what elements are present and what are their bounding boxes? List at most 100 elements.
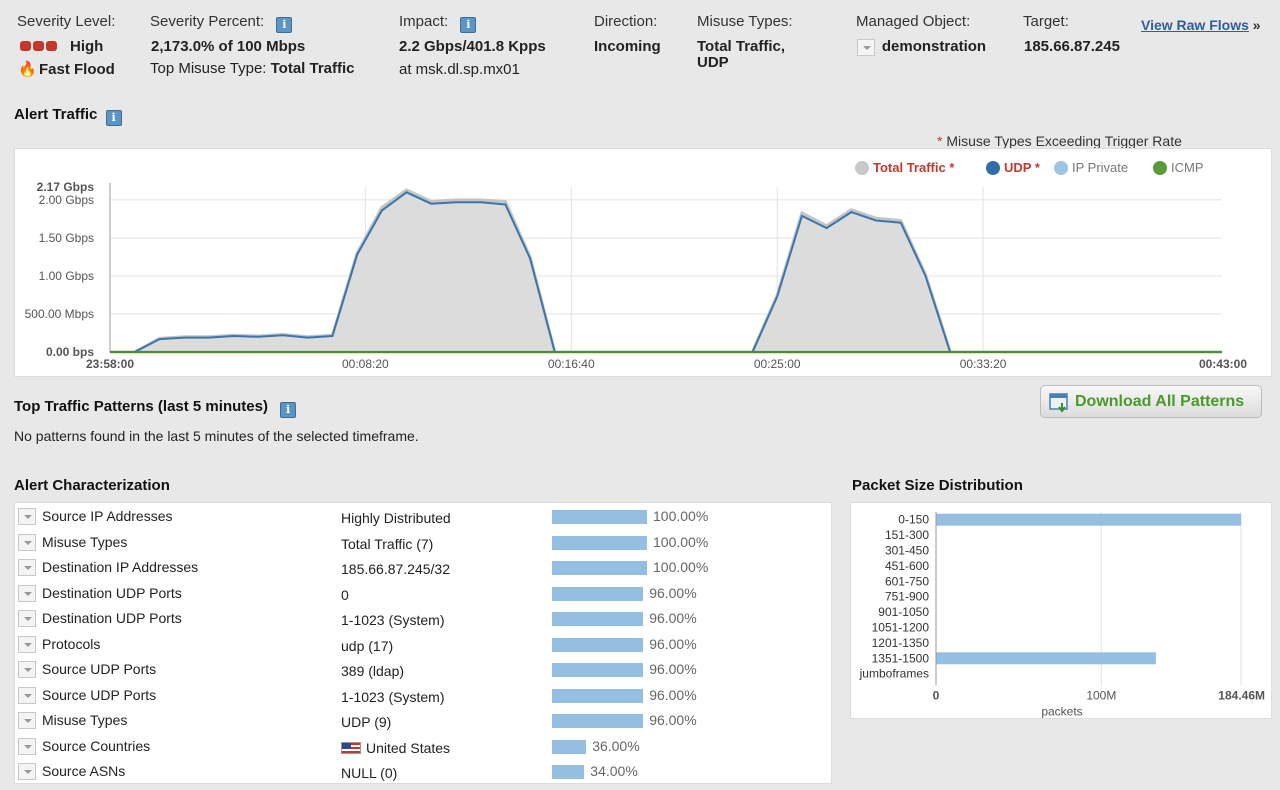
misuse-types-value-2: UDP [697,54,729,71]
view-raw-flows-link[interactable]: View Raw Flows » [1141,17,1261,33]
percent-bar [552,612,644,626]
table-row[interactable]: Source ASNs NULL (0) 34.00% [15,759,831,784]
table-row[interactable]: Destination IP Addresses 185.66.87.245/32… [15,555,831,580]
flood-type: Fast Flood [39,61,115,78]
severity-level-label: Severity Level: [17,13,116,30]
chevron-down-icon[interactable] [18,661,36,678]
severity-percent-value: 2,173.0% of 100 Mbps [151,38,306,55]
legend-dot-icon [1054,160,1068,175]
chevron-down-icon[interactable] [18,712,36,729]
x-tick-label: 00:08:20 [342,357,389,371]
percent-label: 96.00% [649,686,697,703]
percent-bar [552,688,644,703]
patterns-empty-message: No patterns found in the last 5 minutes … [14,428,419,444]
percent-label: 100.00% [653,559,709,575]
severity-value: High [70,38,104,55]
percent-label: 96.00% [649,661,697,677]
table-row[interactable]: Destination UDP Ports 0 96.00% [15,581,831,606]
legend-label: UDP * [1004,160,1040,175]
percent-label: 34.00% [590,763,638,779]
packet-size-bar [936,513,1241,526]
series-area-total-traffic [110,188,1222,354]
info-icon[interactable]: i [276,17,293,33]
info-icon[interactable]: i [460,17,477,33]
row-value: UDP (9) [341,714,392,730]
chevron-down-icon[interactable] [18,686,36,704]
direction-label: Direction: [594,13,658,30]
table-row[interactable]: Protocols udp (17) 96.00% [15,632,831,657]
traffic-chart-svg: 0.00 bps 500.00 Mbps 1.00 Gbps 1.50 Gbps 2.0… [25,180,1248,371]
row-name: Source Countries [42,737,151,754]
row-name: Source UDP Ports [42,686,157,703]
percent-label: 96.00% [649,610,697,626]
severity-percent-label: Severity Percent: i [150,13,293,33]
y-tick-label: 500.00 Mbps [25,307,94,321]
chevron-down-icon[interactable] [18,533,36,551]
chevron-down-icon[interactable] [18,635,36,653]
percent-bar [552,561,647,575]
legend-item[interactable]: ICMP [1153,160,1204,175]
chevron-down-icon[interactable] [18,559,36,576]
table-row[interactable]: Misuse Types UDP (9) 96.00% [15,708,831,733]
legend-dot-icon [1153,160,1167,175]
severity-indicator [20,38,59,54]
table-row[interactable]: Source UDP Ports 1-1023 (System) 96.00% [15,683,831,708]
table-row[interactable]: Source UDP Ports 389 (ldap) 96.00% [15,657,831,682]
chevron-down-icon[interactable] [18,610,36,627]
category-label: jumboframes [859,667,929,681]
alert-traffic-chart: Total Traffic * UDP * IP Private ICMP 0.00 … [14,148,1272,377]
chevron-down-icon[interactable] [18,584,36,602]
percent-bar [552,714,644,728]
table-row[interactable]: Source IP Addresses Highly Distributed 100… [15,504,831,529]
severity-dot-icon [46,41,57,51]
table-row[interactable]: Source Countries United States 36.00% [15,734,831,759]
table-row[interactable]: Misuse Types Total Traffic (7) 100.00% [15,530,831,555]
row-value: 0 [341,586,349,603]
row-value: 389 (ldap) [341,663,405,679]
chevron-down-icon[interactable] [18,763,36,780]
category-label: 0-150 [898,513,929,527]
info-icon[interactable]: i [280,402,297,418]
percent-label: 100.00% [653,508,709,524]
chevron-down-icon[interactable] [18,737,36,755]
chevron-down-icon[interactable] [18,508,36,525]
series-line-udp [110,191,1222,353]
characterization-table: Source IP Addresses Highly Distributed 100… [14,502,832,784]
legend-dot-icon [855,160,869,175]
category-label: 901-1050 [878,605,929,619]
row-value: udp (17) [341,637,394,654]
info-icon[interactable]: i [105,110,122,126]
y-tick-label: 1.00 Gbps [39,269,94,283]
percent-bar [552,586,644,601]
legend-item[interactable]: Total Traffic * [855,160,954,175]
percent-label: 96.00% [649,635,697,652]
x-tick-label: 00:25:00 [754,357,801,371]
x-tick-label: 23:58:00 [86,357,134,371]
category-label: 751-900 [885,590,929,604]
legend-item[interactable]: UDP * [986,160,1040,175]
percent-label: 96.00% [649,584,697,601]
x-tick-label: 100M [1086,688,1116,702]
download-all-patterns-button[interactable]: Download All Patterns [1040,385,1262,418]
legend-item[interactable]: IP Private [1054,160,1128,175]
row-name: Source ASNs [42,763,126,779]
row-value: Highly Distributed [341,510,451,526]
y-tick-label: 1.50 Gbps [39,231,94,245]
managed-object-dropdown[interactable]: demonstration [857,38,986,56]
target-value: 185.66.87.245 [1024,38,1120,55]
severity-dot-icon [20,41,31,51]
misuse-types-label: Misuse Types: [697,13,793,30]
x-tick-label: 00:16:40 [548,357,595,371]
row-name: Source UDP Ports [42,661,157,677]
percent-bar [552,510,647,524]
chevron-down-icon[interactable] [857,38,875,56]
download-all-patterns-label: Download All Patterns [1075,393,1245,410]
percent-label: 36.00% [592,737,640,754]
patterns-title: Top Traffic Patterns (last 5 minutes) i [14,398,297,418]
trigger-rate-note: * Misuse Types Exceeding Trigger Rate [937,133,1182,149]
table-row[interactable]: Destination UDP Ports 1-1023 (System) 96.0… [15,606,831,631]
target-label: Target: [1023,13,1069,30]
row-value: 1-1023 (System) [341,612,445,628]
impact-label: Impact: i [399,13,477,33]
